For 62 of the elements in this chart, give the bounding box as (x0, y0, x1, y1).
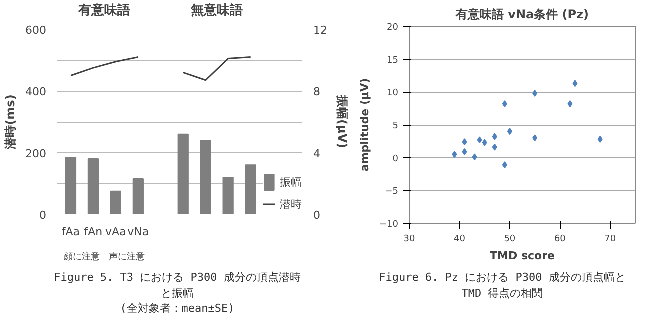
point (532, 134, 538, 142)
legend-label: 振幅 (280, 174, 302, 190)
caption: Figure 6. Pz における P300 成分の頂点幅と TMD 得点の相関 (378, 270, 627, 302)
bar (200, 140, 212, 214)
point (477, 136, 482, 144)
y-axis-title: amplitude (μV) (358, 78, 372, 172)
bar (88, 158, 100, 214)
x-tick-label: 50 (504, 234, 516, 244)
y-tick-label: 600 (26, 24, 47, 37)
y2-tick-label: 12 (314, 24, 328, 37)
bar (178, 134, 189, 214)
x-tick-label: fAa (62, 226, 80, 238)
y2-tick-label: 8 (314, 86, 320, 99)
point (502, 100, 508, 108)
y-axis-title: 潜時(ms) (4, 94, 18, 150)
y-tick-label: 10 (387, 88, 399, 99)
point (502, 162, 508, 169)
y2-tick-label: 4 (314, 147, 320, 160)
caption: Figure 5. T3 における P300 成分の頂点潜時と振幅 (53, 270, 302, 302)
bar (132, 178, 144, 214)
point (492, 144, 498, 151)
point (532, 90, 538, 97)
x-tick-label: 30 (404, 234, 416, 244)
x-axis-title: TMD score (490, 250, 555, 262)
y-tick-label: 200 (26, 147, 47, 160)
y-tick-label: −5 (385, 187, 399, 198)
point (482, 139, 488, 146)
x-tick-label: 70 (604, 234, 616, 244)
point (492, 133, 498, 140)
point (462, 138, 468, 146)
bar (222, 177, 234, 214)
point (572, 80, 578, 88)
bar (245, 164, 256, 214)
y-tick-label: 0 (392, 154, 399, 164)
y-tick-label: 400 (26, 86, 47, 99)
x-tick-label: 40 (454, 234, 466, 244)
bar (65, 156, 77, 214)
bar (110, 190, 122, 214)
x-tick-label: fAn (84, 226, 103, 238)
legend-label: 潜時 (280, 196, 302, 212)
y-tick-label: −10 (380, 220, 399, 230)
y2-tick-label: 0 (314, 209, 320, 222)
text: 有意味語 (78, 2, 131, 18)
text: (全対象者：mean±SE) (119, 301, 236, 318)
y-tick-label: 5 (392, 122, 399, 132)
y2-axis-title: 振幅(μV) (335, 94, 350, 149)
y-tick-label: 15 (387, 56, 398, 66)
y-tick-label: 20 (387, 23, 399, 33)
point (568, 100, 573, 108)
text: 無意味語 (190, 2, 244, 18)
point (472, 154, 478, 161)
y-tick-label: 0 (40, 209, 46, 222)
x-tick-label: vNa (128, 226, 150, 238)
text: 声に注意 (109, 252, 146, 262)
point (507, 128, 512, 136)
x-tick-label: 60 (554, 234, 566, 244)
point (452, 151, 458, 158)
chart-title: 有意味語 vNa条件 (Pz) (454, 8, 590, 22)
text: 顔に注意 (64, 252, 100, 262)
point (462, 148, 468, 156)
point (598, 136, 603, 143)
x-tick-label: vAa (106, 226, 126, 238)
